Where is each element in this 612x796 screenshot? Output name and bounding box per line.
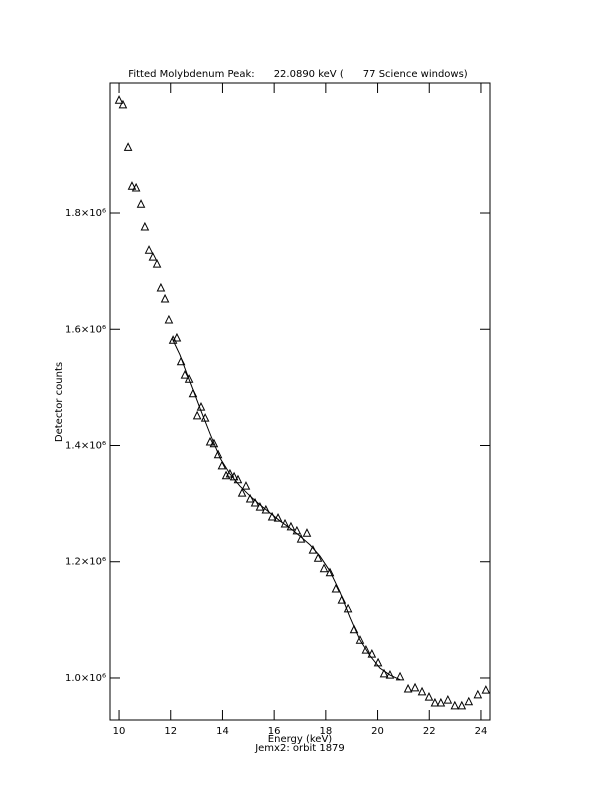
data-point	[241, 481, 251, 490]
data-point	[385, 669, 395, 679]
data-point	[180, 370, 190, 379]
y-tick-label: 1.6×10⁶	[65, 324, 106, 335]
x-axis-label: Energy (keV)	[268, 734, 333, 745]
data-point	[464, 696, 474, 706]
data-point	[319, 563, 329, 573]
data-point	[430, 697, 440, 707]
data-point	[436, 697, 446, 707]
data-point	[457, 700, 467, 710]
data-point	[237, 488, 247, 497]
x-tick-label: 24	[475, 726, 488, 737]
chart-title: Fitted Molybdenum Peak: 22.0890 keV ( 77…	[128, 69, 468, 80]
data-point	[261, 504, 271, 514]
data-point	[140, 221, 150, 231]
x-tick-label: 22	[423, 726, 436, 737]
data-point	[367, 649, 377, 658]
data-point	[148, 252, 158, 261]
data-point	[184, 374, 194, 383]
y-tick-label: 1.0×10⁶	[65, 673, 106, 684]
data-point	[156, 282, 166, 292]
x-tick-label: 10	[113, 726, 126, 737]
x-tick-label: 14	[216, 726, 229, 737]
data-point	[337, 594, 347, 604]
data-point	[424, 692, 434, 701]
data-point	[172, 332, 182, 342]
data-point	[302, 528, 312, 537]
data-point	[192, 410, 202, 420]
data-point	[114, 95, 124, 104]
y-axis-label: Detector counts	[54, 362, 65, 442]
data-point	[481, 685, 491, 694]
data-point	[325, 567, 335, 577]
x-tick-label: 18	[319, 726, 332, 737]
data-point	[361, 644, 371, 654]
data-point	[313, 553, 323, 562]
y-tick-label: 1.4×10⁶	[65, 440, 106, 451]
data-point	[168, 335, 178, 344]
data-point	[417, 686, 427, 696]
x-tick-label: 12	[164, 726, 177, 737]
data-point	[127, 181, 137, 190]
data-point	[410, 682, 420, 692]
plot-frame	[109, 82, 491, 721]
data-point	[136, 199, 146, 208]
data-point	[217, 460, 227, 470]
data-point	[379, 668, 389, 678]
data-point	[209, 438, 219, 448]
data-point	[473, 689, 483, 699]
data-point	[443, 694, 453, 704]
data-point	[164, 314, 174, 324]
data-point	[355, 635, 365, 644]
data-point	[144, 245, 154, 254]
x-tick-label: 16	[268, 726, 281, 737]
data-point	[118, 99, 128, 109]
data-point	[225, 468, 235, 478]
data-point	[395, 671, 405, 681]
data-point	[403, 683, 413, 693]
data-point	[286, 521, 296, 531]
data-point	[213, 449, 223, 459]
data-point	[349, 624, 359, 634]
data-point	[131, 182, 141, 192]
data-point	[450, 700, 460, 710]
x-tick-label: 20	[371, 726, 384, 737]
fit-line	[171, 337, 401, 681]
data-point	[160, 293, 170, 303]
data-point	[233, 474, 243, 484]
data-point	[152, 259, 162, 268]
data-point	[123, 142, 133, 151]
y-tick-label: 1.8×10⁶	[65, 208, 106, 219]
data-point	[245, 493, 255, 503]
data-point	[205, 436, 215, 446]
y-tick-label: 1.2×10⁶	[65, 557, 106, 568]
data-point	[331, 583, 341, 593]
subtitle: Jemx2: orbit 1879	[254, 743, 345, 754]
